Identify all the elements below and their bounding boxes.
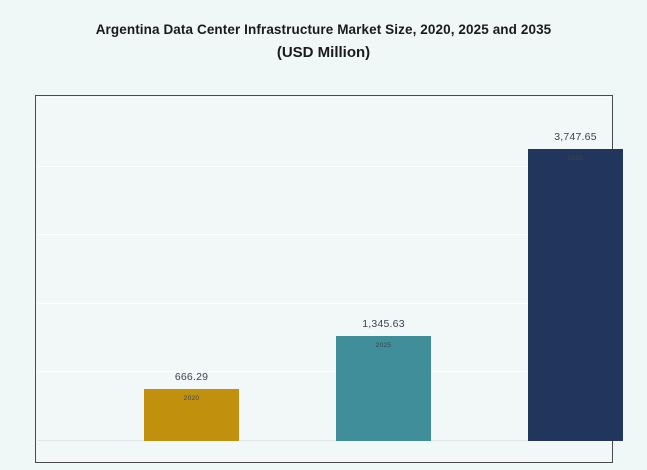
chart-subtitle: (USD Million): [276, 44, 371, 61]
gridline: [38, 234, 610, 236]
bar-value-label: 3,747.65: [554, 130, 597, 143]
chart-title-block: Argentina Data Center Infrastructure Mar…: [0, 20, 647, 64]
bar-group[interactable]: 666.29 2020: [144, 371, 239, 441]
bar[interactable]: [144, 389, 239, 441]
category-axis-baseline: [38, 440, 610, 441]
bar-value-label: 1,345.63: [362, 318, 405, 331]
gridline: [38, 165, 610, 167]
gridline: [38, 302, 610, 304]
bar[interactable]: [336, 336, 431, 441]
gridline: [38, 371, 610, 373]
chart-title: Argentina Data Center Infrastructure Mar…: [95, 22, 552, 37]
category-label: 2035: [567, 154, 584, 162]
category-label: 2020: [183, 395, 200, 403]
bar-value-label: 666.29: [174, 371, 209, 384]
bar[interactable]: [528, 148, 623, 441]
category-label: 2025: [375, 342, 392, 350]
gridline: [38, 97, 610, 98]
bar-group[interactable]: 3,747.65 2035: [528, 131, 623, 441]
plot-inner: 666.29 2020 1,345.63 2025 3,747.65 2035: [36, 96, 623, 462]
chart-plot-area: 666.29 2020 1,345.63 2025 3,747.65 2035: [35, 95, 623, 463]
bar-group[interactable]: 1,345.63 2025: [336, 318, 431, 441]
